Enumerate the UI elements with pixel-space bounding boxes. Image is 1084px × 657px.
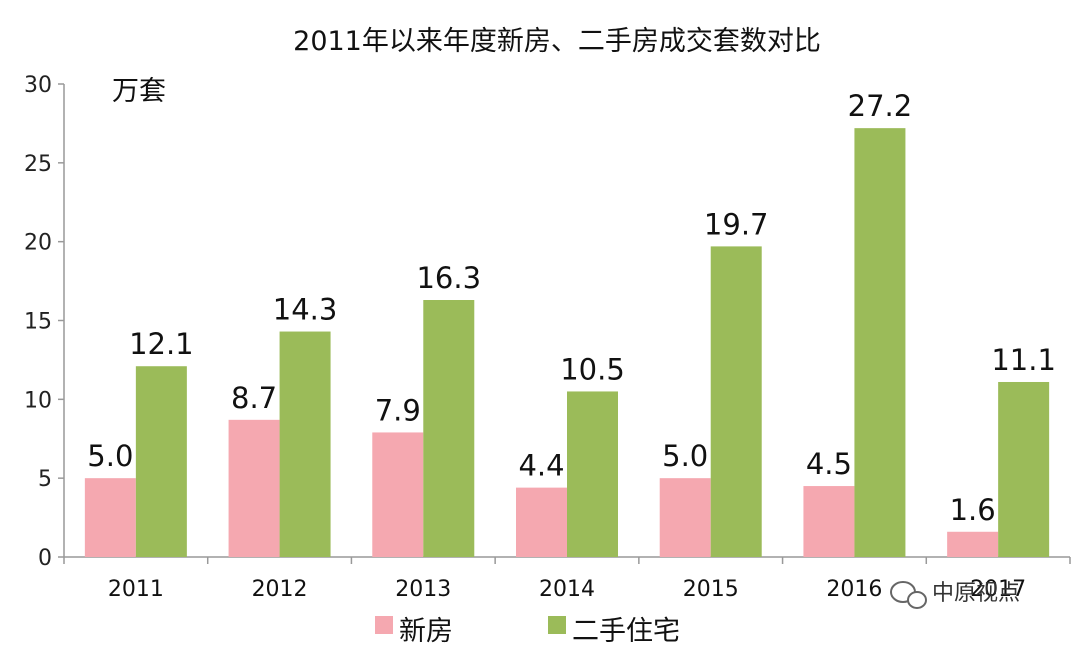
x-tick-label: 2013 — [395, 577, 451, 602]
bar-new-home — [228, 419, 280, 557]
axes: 0 5 10 15 20 25 30 2011 2012 2013 2014 2015 2016 2017 — [24, 73, 1071, 602]
bar-second-hand — [279, 331, 331, 557]
bar-second-hand — [567, 391, 618, 557]
data-labels: 5.0 12.1 8.7 14.3 7.9 16.3 4.4 10.5 5.0 19.7 4.5 27… — [87, 89, 1056, 527]
x-tick-label: 2015 — [683, 577, 739, 602]
x-tick-label: 2016 — [826, 577, 882, 602]
x-tick-label: 2012 — [252, 577, 308, 602]
x-tick-label: 2011 — [108, 577, 164, 602]
y-tick-label: 25 — [24, 152, 52, 177]
x-tick-label: 2014 — [539, 577, 595, 602]
bar-new-home — [803, 486, 855, 557]
x-tick-label: 2017 — [970, 577, 1026, 602]
bar-new-home — [372, 432, 424, 557]
y-tick-label: 5 — [38, 467, 52, 492]
watermark: 中原视点 — [890, 581, 1020, 609]
bar-second-hand — [710, 246, 762, 557]
data-label: 7.9 — [375, 393, 421, 427]
bar-new-home — [947, 531, 999, 557]
data-label: 12.1 — [129, 327, 194, 361]
watermark-text: 中原视点 — [932, 581, 1020, 606]
y-tick-label: 30 — [24, 73, 52, 98]
data-label: 11.1 — [991, 343, 1056, 377]
data-label: 27.2 — [848, 89, 913, 123]
data-label: 16.3 — [416, 261, 481, 295]
data-label: 4.4 — [518, 449, 564, 483]
legend-swatch — [375, 616, 393, 634]
bar-second-hand — [423, 300, 475, 557]
data-label: 5.0 — [662, 439, 708, 473]
legend-label: 新房 — [399, 616, 453, 647]
legend: 新房 二手住宅 — [375, 616, 680, 647]
bars — [84, 128, 1050, 557]
bar-new-home — [659, 478, 711, 557]
y-tick-label: 10 — [24, 388, 52, 413]
data-label: 19.7 — [704, 207, 769, 241]
unit-label: 万套 — [112, 76, 166, 107]
data-label: 1.6 — [950, 493, 996, 527]
data-label: 4.5 — [806, 447, 852, 481]
wechat-icon — [890, 581, 927, 609]
data-label: 5.0 — [87, 439, 133, 473]
data-label: 14.3 — [273, 293, 338, 327]
bar-second-hand — [998, 381, 1050, 557]
y-tick-label: 0 — [38, 546, 52, 571]
chart-title: 2011年以来年度新房、二手房成交套数对比 — [293, 26, 821, 57]
y-tick-label: 15 — [24, 310, 52, 335]
legend-label: 二手住宅 — [572, 616, 680, 647]
data-label: 8.7 — [231, 381, 277, 415]
bar-second-hand — [854, 128, 906, 557]
legend-swatch — [548, 616, 566, 634]
bar-new-home — [516, 487, 567, 557]
bar-new-home — [84, 478, 136, 557]
data-label: 10.5 — [560, 352, 625, 386]
bar-second-hand — [135, 366, 187, 557]
y-tick-label: 20 — [24, 231, 52, 256]
